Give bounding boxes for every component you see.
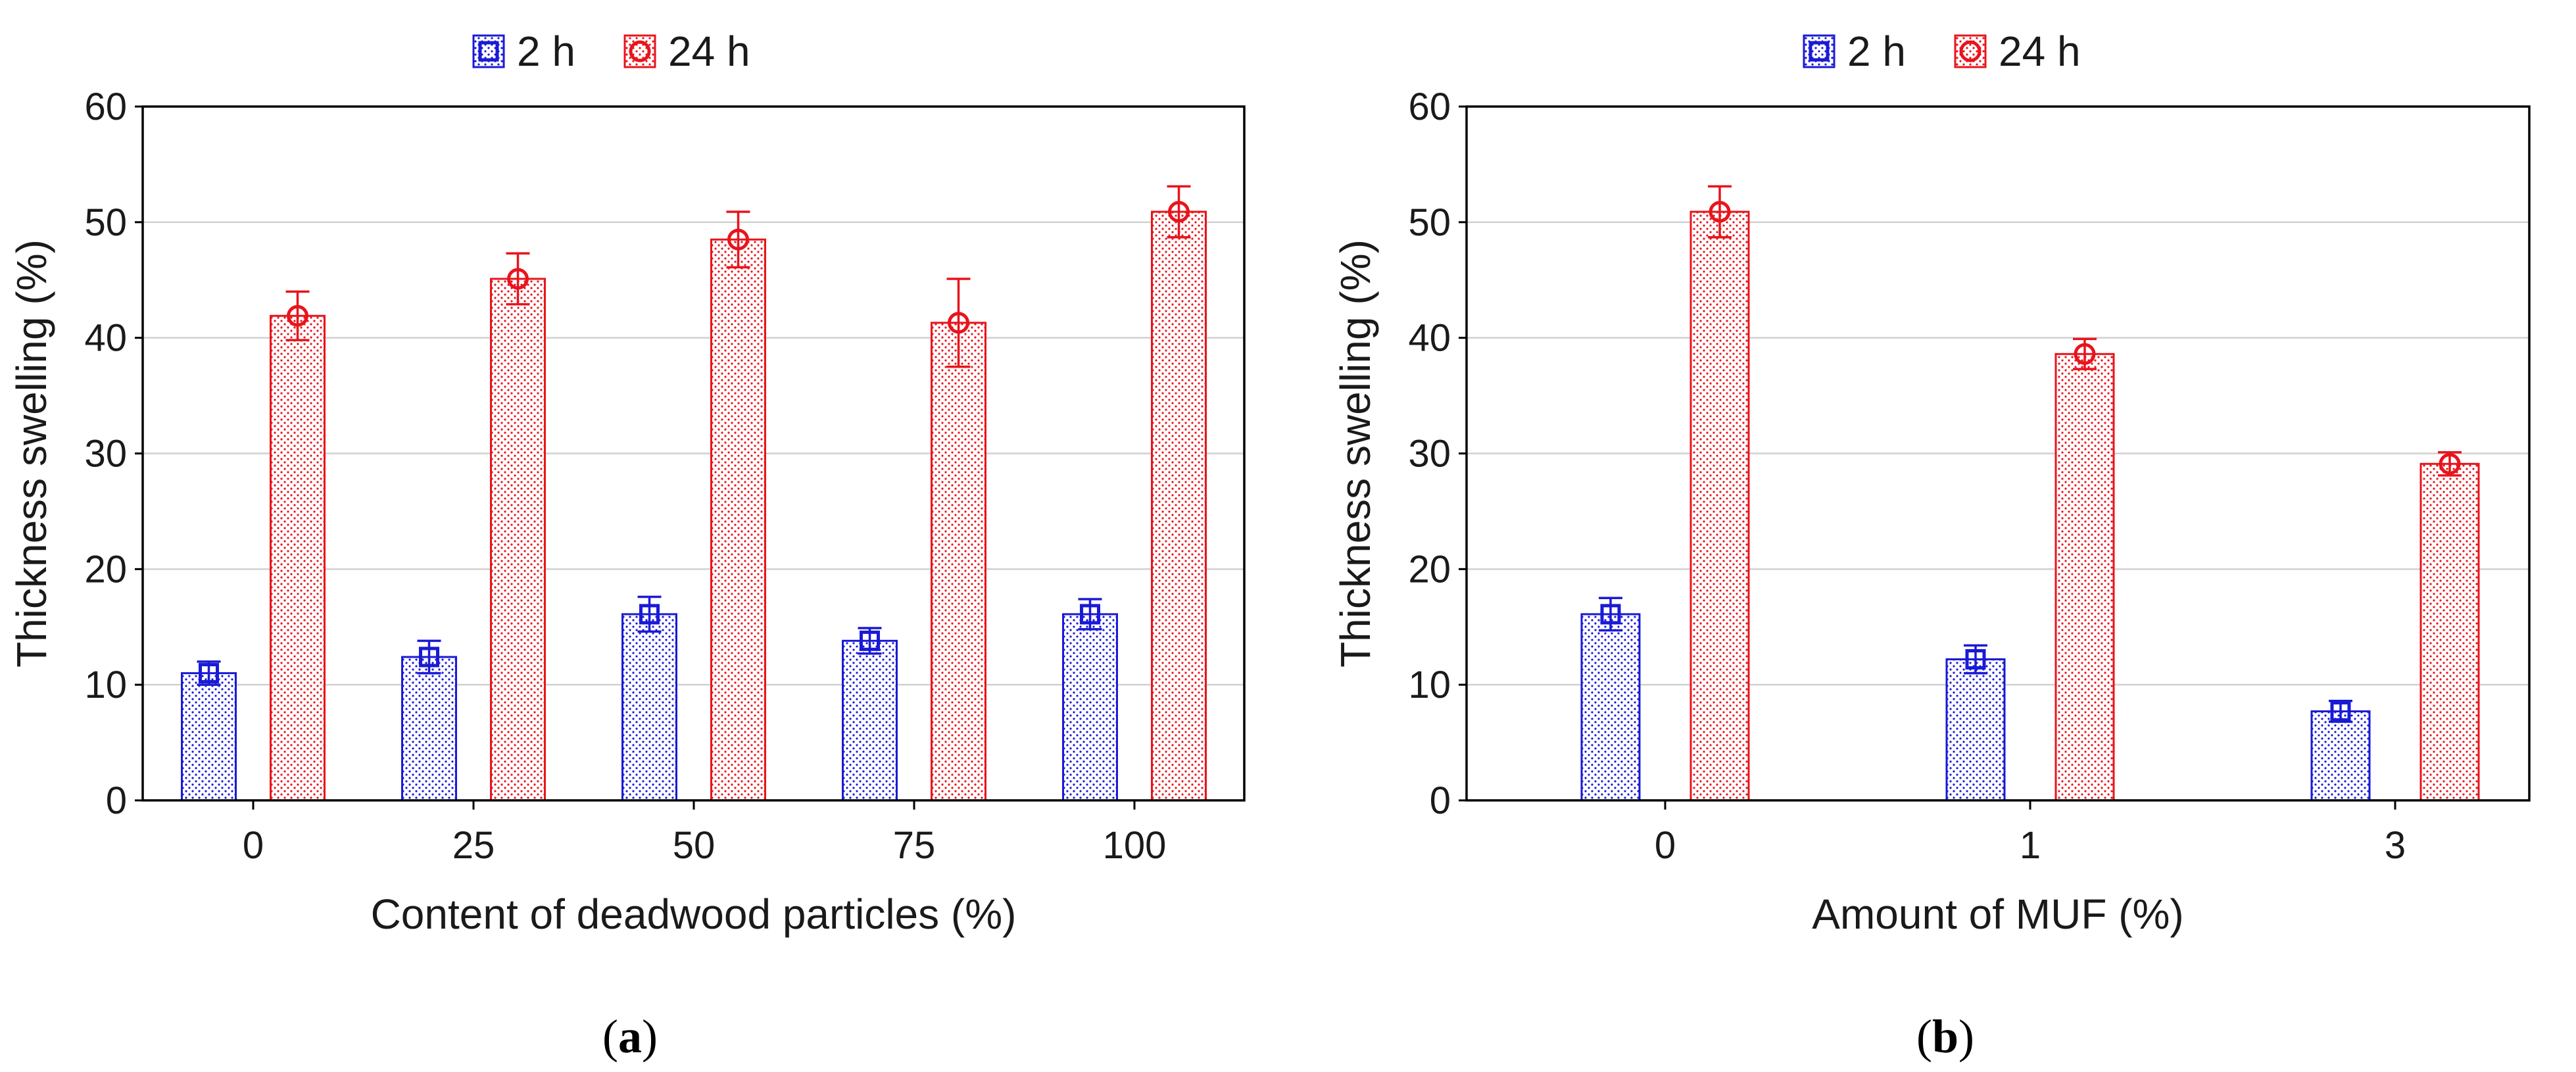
y-tick-label: 10 <box>1408 664 1451 706</box>
y-tick-label: 0 <box>106 779 127 822</box>
mean-marker-circle <box>2439 452 2461 475</box>
bar-24h-50 <box>710 238 766 802</box>
bars <box>181 185 1207 802</box>
x-tick-label: 50 <box>673 824 716 867</box>
bar-2h-75 <box>842 639 898 802</box>
y-axis-title: Thickness swelling (%) <box>1332 239 1379 668</box>
bar-2h-100 <box>1062 613 1118 802</box>
legend: 2 h 24 h <box>472 28 750 75</box>
legend-item-24h: 24 h <box>1954 28 2081 75</box>
mean-marker-square <box>639 604 660 625</box>
legend-label: 24 h <box>668 28 750 75</box>
x-tick-label: 25 <box>452 824 495 867</box>
legend-marker-circle <box>629 40 651 62</box>
bar-2h-1 <box>1945 658 2006 802</box>
x-axis-title: Content of deadwood particles (%) <box>371 890 1017 938</box>
y-tick-label: 50 <box>1408 201 1451 244</box>
panel-caption: (a) <box>602 1010 658 1063</box>
panel-caption-close: ) <box>642 1010 658 1063</box>
mean-marker-circle <box>948 312 969 334</box>
bar-2h-0 <box>181 672 237 802</box>
mean-marker-circle <box>2074 343 2096 365</box>
mean-marker-circle <box>1168 201 1190 223</box>
panel-caption: (b) <box>1916 1010 1974 1063</box>
y-tick-label: 20 <box>84 548 127 591</box>
panel-caption-open: ( <box>602 1010 618 1063</box>
x-tick-label: 75 <box>893 824 936 867</box>
y-axis: 0 10 20 30 40 50 60 <box>84 85 143 822</box>
mean-marker-square <box>1965 648 1986 670</box>
mean-marker-square <box>419 646 439 668</box>
bar-24h-1 <box>2054 353 2115 802</box>
y-tick-label: 60 <box>1408 85 1451 128</box>
mean-marker-square <box>860 630 880 651</box>
legend-swatch <box>1803 34 1835 68</box>
legend-item-2h: 2 h <box>1803 28 1906 75</box>
mean-marker-square <box>1080 604 1100 625</box>
y-tick-label: 30 <box>84 433 127 475</box>
panel-caption-open: ( <box>1916 1010 1932 1063</box>
legend-item-24h: 24 h <box>623 28 750 75</box>
legend-label: 2 h <box>1847 28 1906 75</box>
y-tick-label: 60 <box>84 85 127 128</box>
bar-24h-0 <box>1689 210 1750 802</box>
y-tick-label: 0 <box>1430 779 1451 822</box>
x-axis-title: Amount of MUF (%) <box>1812 890 2183 938</box>
legend-marker-square <box>478 41 499 62</box>
legend: 2 h 24 h <box>1803 28 2081 75</box>
y-tick-label: 50 <box>84 201 127 244</box>
y-tick-label: 30 <box>1408 433 1451 475</box>
x-axis: 0 25 50 75 100 <box>243 800 1167 867</box>
mean-marker-circle <box>1709 201 1731 223</box>
chart-panel-a: 0 10 20 30 40 50 60 0 25 50 75 100 Content of deadwo… <box>8 28 1246 1063</box>
bars <box>1580 185 2480 802</box>
bar-2h-0 <box>1580 613 1641 802</box>
panel-caption-close: ) <box>1958 1010 1974 1063</box>
x-tick-label: 0 <box>1655 824 1676 867</box>
mean-marker-square <box>2330 701 2351 722</box>
bar-24h-25 <box>490 278 546 802</box>
plot-frame <box>1465 105 2531 802</box>
bar-2h-25 <box>401 656 457 802</box>
x-tick-label: 100 <box>1103 824 1167 867</box>
bar-24h-3 <box>2419 462 2480 802</box>
legend-label: 24 h <box>1999 28 2081 75</box>
bar-24h-75 <box>931 322 986 802</box>
mean-marker-square <box>199 663 219 684</box>
mean-marker-square <box>1600 604 1621 625</box>
bar-2h-50 <box>621 613 677 802</box>
y-axis: 0 10 20 30 40 50 60 <box>1408 85 1467 822</box>
mean-marker-circle <box>727 228 749 251</box>
y-tick-label: 10 <box>84 664 127 706</box>
bar-24h-0 <box>270 314 326 802</box>
gridlines <box>143 221 1244 686</box>
panel-caption-letter: a <box>618 1010 642 1063</box>
mean-marker-circle <box>507 268 529 290</box>
bar-24h-100 <box>1151 210 1207 802</box>
legend-marker-circle <box>1959 40 1981 62</box>
bar-2h-3 <box>2310 710 2371 802</box>
x-tick-label: 3 <box>2385 824 2406 867</box>
legend-marker-square <box>1809 41 1830 62</box>
legend-item-2h: 2 h <box>472 28 575 75</box>
x-tick-label: 0 <box>243 824 264 867</box>
legend-swatch <box>472 34 505 68</box>
chart-panel-b: 0 10 20 30 40 50 60 0 1 3 Amount of MUF (%) Thickne… <box>1332 28 2531 1063</box>
y-tick-label: 20 <box>1408 548 1451 591</box>
x-tick-label: 1 <box>2020 824 2041 867</box>
legend-label: 2 h <box>517 28 575 75</box>
y-axis-title: Thickness swelling (%) <box>8 239 55 668</box>
mean-marker-circle <box>287 305 308 327</box>
y-tick-label: 40 <box>84 317 127 360</box>
x-axis: 0 1 3 <box>1655 800 2406 867</box>
y-tick-label: 40 <box>1408 317 1451 360</box>
panel-caption-letter: b <box>1932 1010 1958 1063</box>
